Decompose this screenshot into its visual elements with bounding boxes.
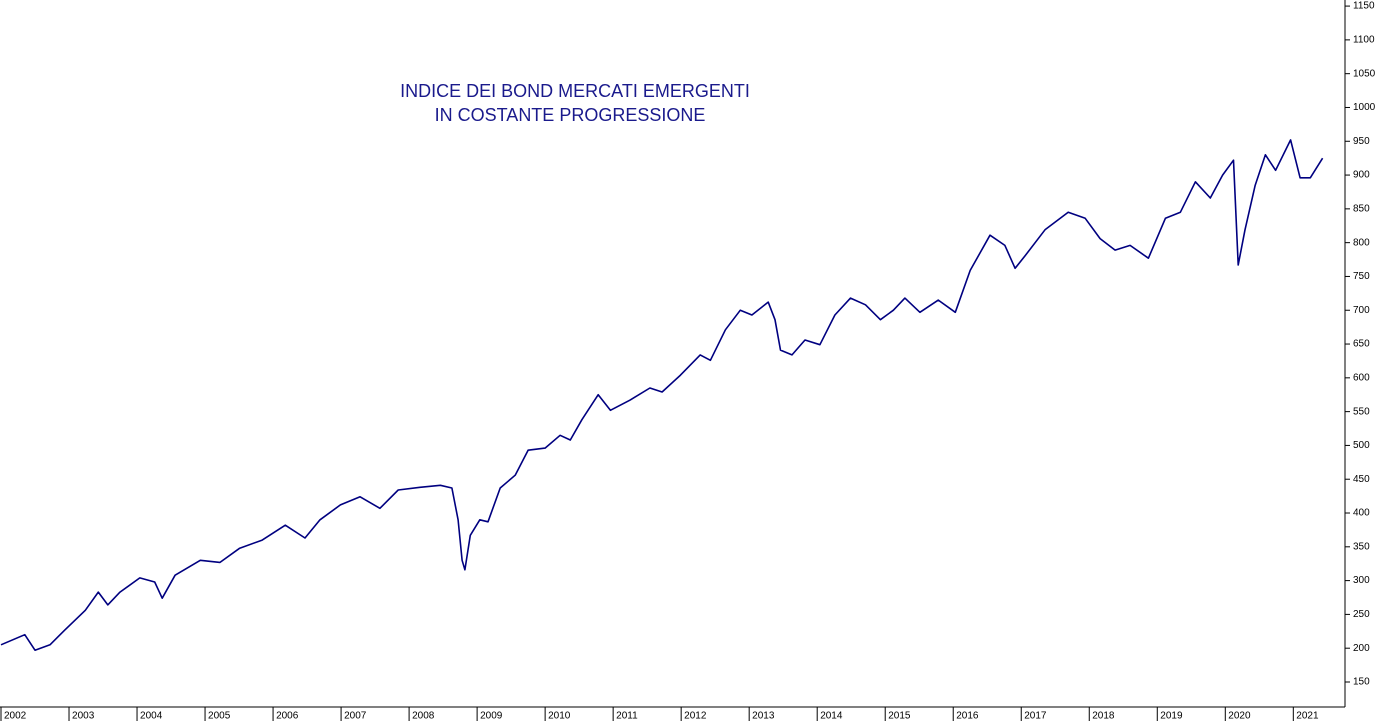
x-tick-label: 2010 (548, 711, 571, 721)
x-tick-label: 2005 (208, 711, 231, 721)
y-tick-label: 450 (1353, 474, 1370, 485)
y-tick-label: 400 (1353, 508, 1370, 519)
y-tick-label: 500 (1353, 440, 1370, 451)
x-tick-label: 2002 (4, 711, 27, 721)
y-tick-label: 700 (1353, 305, 1370, 316)
x-tick-label: 2007 (344, 711, 367, 721)
x-tick-label: 2003 (72, 711, 95, 721)
y-tick-label: 350 (1353, 541, 1370, 552)
y-tick-label: 250 (1353, 609, 1370, 620)
chart-title: INDICE DEI BOND MERCATI EMERGENTI (400, 81, 750, 101)
x-tick-label: 2012 (684, 711, 707, 721)
data-line (0, 139, 1324, 651)
x-tick-label: 2014 (820, 711, 843, 721)
y-tick-label: 850 (1353, 203, 1370, 214)
chart-title: IN COSTANTE PROGRESSIONE (435, 105, 706, 125)
y-tick-label: 1150 (1353, 1, 1375, 12)
x-tick-label: 2017 (1024, 711, 1047, 721)
y-tick-label: 1100 (1353, 35, 1375, 46)
x-tick-label: 2011 (616, 711, 638, 721)
x-tick-label: 2020 (1228, 711, 1251, 721)
y-tick-label: 300 (1353, 575, 1370, 586)
y-tick-label: 1050 (1353, 68, 1376, 79)
x-tick-label: 2021 (1296, 711, 1319, 721)
y-tick-label: 550 (1353, 406, 1370, 417)
y-tick-label: 600 (1353, 372, 1370, 383)
x-tick-label: 2015 (888, 711, 911, 721)
y-tick-label: 900 (1353, 170, 1370, 181)
x-tick-label: 2004 (140, 711, 163, 721)
y-tick-label: 750 (1353, 271, 1370, 282)
x-tick-label: 2019 (1160, 711, 1183, 721)
y-tick-label: 800 (1353, 237, 1370, 248)
x-tick-label: 2018 (1092, 711, 1115, 721)
x-tick-label: 2008 (412, 711, 435, 721)
y-tick-label: 200 (1353, 643, 1370, 654)
x-tick-label: 2009 (480, 711, 503, 721)
y-tick-label: 650 (1353, 339, 1370, 350)
x-tick-label: 2013 (752, 711, 775, 721)
y-tick-label: 950 (1353, 136, 1370, 147)
x-tick-label: 2006 (276, 711, 299, 721)
x-tick-label: 2016 (956, 711, 979, 721)
y-tick-label: 1000 (1353, 102, 1376, 113)
y-tick-label: 150 (1353, 677, 1370, 688)
